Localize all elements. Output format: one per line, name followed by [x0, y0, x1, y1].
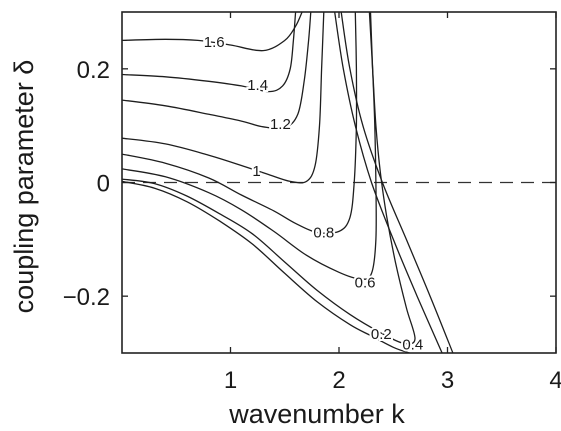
contour-line-0-6 [122, 12, 377, 280]
contour-label-0-4: 0.4 [402, 337, 423, 354]
contour-line-0-4 [122, 12, 416, 345]
contour-label-1-4: 1.4 [247, 77, 268, 94]
contour-label-1: 1 [252, 163, 260, 180]
y-tick-label: 0.2 [77, 57, 110, 84]
x-tick-label: 2 [332, 367, 345, 394]
contour-label-1-2: 1.2 [270, 116, 291, 133]
contour-label-0-2: 0.2 [371, 326, 392, 343]
contour-line-1-2 [122, 12, 312, 130]
contour-line-outer-a [340, 12, 454, 353]
x-tick-label: 1 [224, 367, 237, 394]
y-axis-label: coupling parameter δ [9, 60, 39, 314]
contour-line-1-4 [122, 12, 297, 93]
contour-label-0-8: 0.8 [313, 225, 334, 242]
contour-labels: 1.6 1.4 1.2 1 0.8 0.6 0.4 0.2 [202, 32, 425, 355]
contour-line-0-2 [122, 180, 410, 353]
y-tick-label: −0.2 [63, 284, 110, 311]
contour-label-0-6: 0.6 [355, 275, 376, 292]
contour-line-1 [122, 12, 325, 184]
x-tick-label: 4 [549, 367, 561, 394]
x-axis-label: wavenumber k [228, 399, 405, 429]
contour-line-0-8 [122, 12, 358, 235]
contour-line-outer-b [334, 12, 443, 353]
contour-label-1-6: 1.6 [204, 34, 225, 51]
x-tick-label: 3 [441, 367, 454, 394]
contour-lines [122, 12, 454, 353]
y-tick-label: 0 [97, 171, 110, 198]
axis-ticks: 1 2 3 4 0.2 0 −0.2 [63, 12, 561, 394]
